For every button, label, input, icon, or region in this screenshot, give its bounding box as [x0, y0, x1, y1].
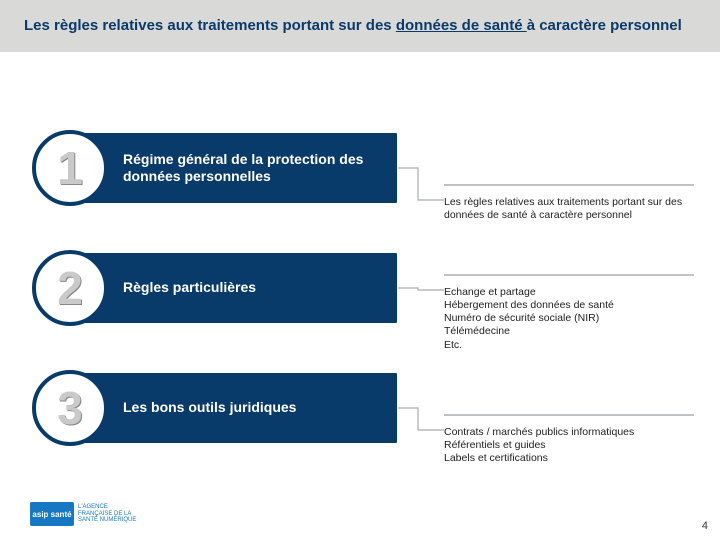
number-1: 1 [57, 145, 83, 191]
title-bar: Les règles relatives aux traitements por… [0, 0, 720, 52]
number-circle-2: 2 [32, 250, 108, 326]
title-underlined: données de santé [396, 17, 527, 34]
note-2: Echange et partage Hébergement des donné… [444, 280, 694, 356]
logo: asip santé L'AGENCE FRANÇAISE DE LA SANT… [30, 502, 138, 526]
connector-lines [398, 130, 448, 450]
title-pre: Les règles relatives aux traitements por… [24, 17, 396, 34]
number-circle-3: 3 [32, 370, 108, 446]
note-3: Contrats / marchés publics informatiques… [444, 420, 694, 469]
item-label-3: Les bons outils juridiques [123, 399, 296, 417]
item-pill-2: Règles particulières [78, 252, 398, 324]
page-number: 4 [702, 520, 708, 532]
item-pill-1: Régime général de la protection des donn… [78, 132, 398, 204]
logo-mark: asip santé [30, 502, 74, 526]
note-separator-2 [444, 274, 694, 276]
title-post: à caractère personnel [527, 17, 682, 34]
note-separator-3 [444, 414, 694, 416]
number-circle-1: 1 [32, 130, 108, 206]
number-3: 3 [57, 385, 83, 431]
note-1: Les règles relatives aux traitements por… [444, 190, 694, 226]
item-pill-3: Les bons outils juridiques [78, 372, 398, 444]
page-title: Les règles relatives aux traitements por… [24, 17, 682, 36]
number-2: 2 [57, 265, 83, 311]
note-separator-1 [444, 184, 694, 186]
logo-tagline: L'AGENCE FRANÇAISE DE LA SANTÉ NUMÉRIQUE [78, 504, 138, 524]
item-label-1: Régime général de la protection des donn… [123, 151, 385, 186]
item-label-2: Règles particulières [123, 279, 256, 297]
